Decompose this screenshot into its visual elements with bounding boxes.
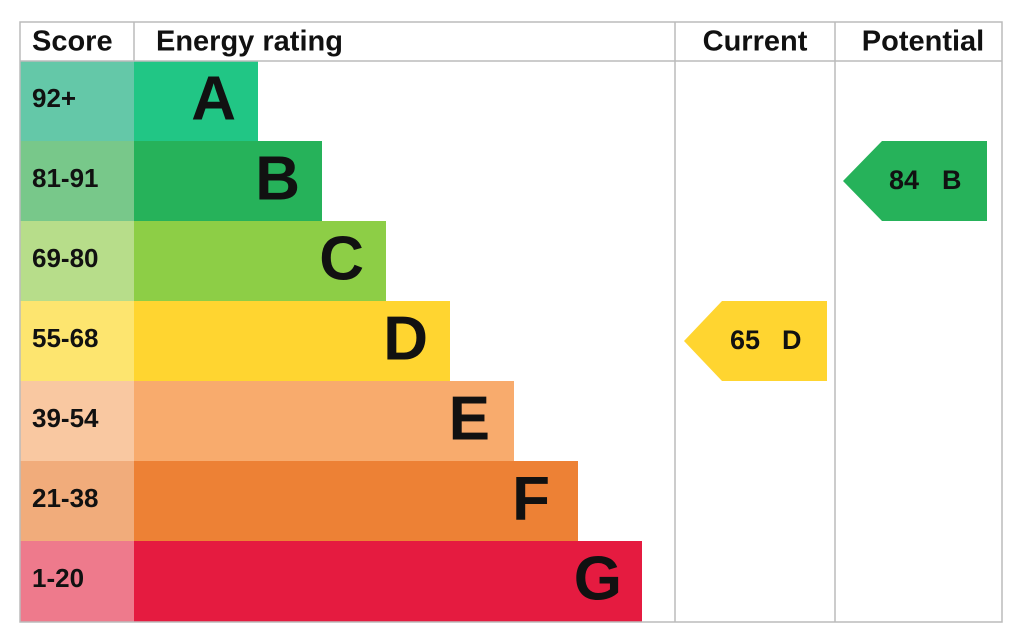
score-cell: [20, 301, 134, 381]
header-current: Current: [703, 26, 808, 58]
table-border: [19, 21, 1003, 623]
header-rating: Energy rating: [156, 26, 343, 58]
band-letter: G: [574, 544, 622, 613]
potential-score: 84: [889, 165, 919, 195]
band-bar: [134, 141, 322, 221]
score-cell: [20, 221, 134, 301]
band-bar: [134, 301, 450, 381]
header-potential: Potential: [862, 26, 984, 58]
current-arrow: 65 D: [684, 301, 827, 381]
band-letter: B: [255, 144, 300, 213]
score-range: 55-68: [32, 323, 99, 353]
arrow-shape: [843, 141, 987, 221]
band-bar: [134, 61, 258, 141]
score-cell: [20, 381, 134, 461]
current-score: 65: [730, 325, 760, 355]
band-e: 39-54 E: [20, 381, 514, 461]
band-a: 92+ A: [20, 61, 258, 141]
score-range: 39-54: [32, 403, 99, 433]
band-bar: [134, 381, 514, 461]
band-letter: C: [319, 224, 364, 293]
band-bar: [134, 541, 642, 622]
band-f: 21-38 F: [20, 461, 578, 541]
score-range: 21-38: [32, 483, 99, 513]
score-range: 69-80: [32, 243, 99, 273]
score-cell: [20, 141, 134, 221]
potential-letter: B: [942, 165, 962, 195]
band-g: 1-20 G: [20, 541, 642, 622]
score-range: 1-20: [32, 563, 84, 593]
band-bar: [134, 461, 578, 541]
band-d: 55-68 D: [20, 301, 450, 381]
band-bar: [134, 221, 386, 301]
potential-arrow: 84 B: [843, 141, 987, 221]
score-cell: [20, 461, 134, 541]
band-c: 69-80 C: [20, 221, 386, 301]
header-score: Score: [32, 26, 113, 58]
score-range: 81-91: [32, 163, 99, 193]
band-letter: E: [449, 384, 490, 453]
band-b: 81-91 B: [20, 141, 322, 221]
score-range: 92+: [32, 83, 76, 113]
band-letter: F: [512, 464, 550, 533]
score-cell: [20, 541, 134, 622]
score-cell: [20, 61, 134, 141]
arrow-shape: [684, 301, 827, 381]
current-letter: D: [782, 325, 802, 355]
band-letter: D: [383, 304, 428, 373]
band-letter: A: [191, 64, 236, 133]
